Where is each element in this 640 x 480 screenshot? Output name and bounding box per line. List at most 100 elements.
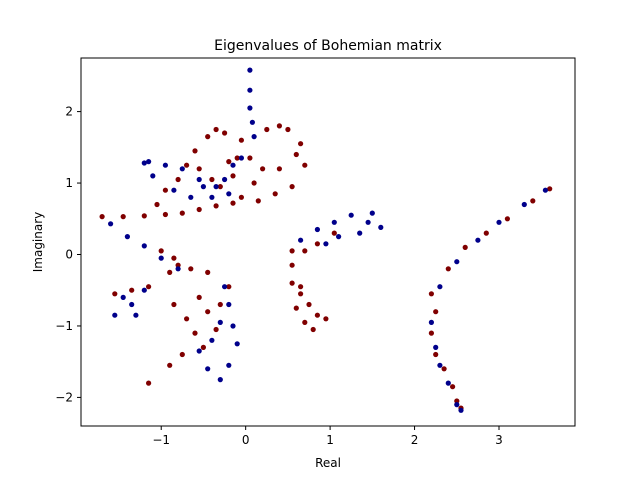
data-point [348,212,354,218]
data-point [184,162,190,168]
data-point [445,380,451,386]
x-axis-label: Real [315,456,341,470]
data-point [475,237,481,243]
data-point [205,269,211,275]
data-point [188,266,194,272]
data-point [230,323,236,329]
data-point [150,173,156,179]
data-point [289,184,295,190]
data-point [226,362,232,368]
data-point [179,166,185,172]
data-point [129,301,135,308]
data-point [217,301,223,308]
data-point [542,187,549,193]
data-point [428,319,434,325]
data-point [205,134,211,140]
data-point [213,184,219,190]
data-point [276,123,282,129]
data-point [247,67,253,73]
data-point [450,384,456,390]
data-point [196,294,202,300]
data-point [217,319,223,325]
data-point [120,214,126,220]
data-point [293,305,299,311]
data-point [298,291,304,297]
data-point [445,266,451,272]
data-point [428,291,434,297]
data-point [179,210,185,216]
data-point [217,377,223,383]
data-point [167,362,173,368]
data-point [496,219,502,225]
data-point [230,162,236,168]
data-point [272,191,278,197]
x-tick-label: 1 [326,433,334,447]
data-point [171,255,177,261]
data-point [141,160,147,166]
data-point [314,241,320,247]
data-point [226,191,232,197]
data-point [200,344,206,350]
data-point [196,166,202,172]
data-point [234,155,240,161]
data-point [331,230,337,236]
data-point [141,243,147,249]
data-point [454,259,460,265]
y-tick-label: 2 [65,105,73,119]
data-point [293,151,299,158]
data-point [124,234,130,240]
data-point [200,184,206,190]
data-point [289,248,295,254]
data-point [323,316,329,322]
data-point [378,224,384,230]
data-point [226,301,232,308]
data-point [179,351,185,358]
data-point [433,351,439,358]
data-point [251,134,257,140]
data-point [99,214,105,220]
data-point [458,407,464,413]
data-point [530,198,536,204]
data-point [146,380,152,386]
data-point [217,184,223,190]
data-point [437,362,443,368]
y-tick-label: 1 [65,176,73,190]
data-point [365,219,371,225]
data-point [249,119,255,125]
data-point [129,287,135,293]
data-point [331,219,337,225]
data-point [171,187,177,193]
data-point [146,284,152,290]
data-point [238,137,244,143]
data-point [454,402,460,408]
data-point [162,211,168,218]
x-tick-label: 0 [242,433,250,447]
data-point [521,201,527,208]
data-point [230,200,236,206]
y-axis-label: Imaginary [31,212,45,273]
data-point [213,203,219,209]
y-tick-label: 0 [65,248,73,262]
data-point [205,309,211,315]
data-point [298,237,304,243]
data-point [213,326,219,333]
data-point [428,330,434,336]
data-point [120,294,126,300]
data-point [205,366,211,372]
data-point [310,326,316,333]
data-point [154,201,160,208]
data-point [175,266,181,272]
data-point [302,319,308,325]
data-point [504,216,510,222]
data-point [289,262,295,268]
data-point [234,341,240,347]
data-point [314,226,320,233]
data-point [285,126,291,133]
data-point [108,221,114,227]
data-point [146,159,152,165]
data-points [99,67,553,413]
data-point [230,173,236,179]
plot-frame [80,57,576,427]
